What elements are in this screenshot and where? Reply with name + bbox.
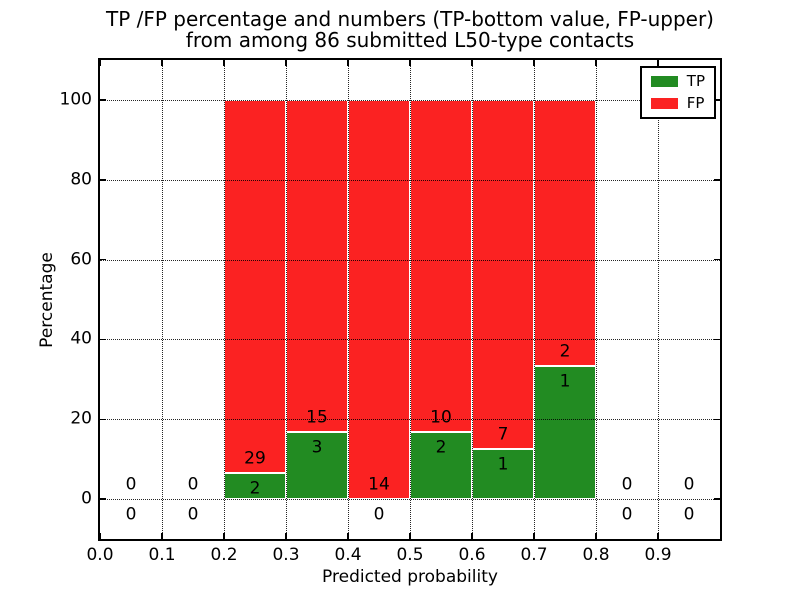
y-tick-mark-left [100, 258, 106, 261]
chart-title: TP /FP percentage and numbers (TP-bottom… [100, 9, 720, 51]
tp-count-label: 3 [311, 437, 323, 458]
fp-count-label: 15 [306, 407, 328, 428]
tp-count-label: 2 [435, 437, 447, 458]
y-tick-mark-left [100, 99, 106, 101]
x-tick-mark-top [285, 60, 287, 66]
legend-item-fp: FP [650, 94, 705, 112]
x-tick-mark-top [657, 60, 659, 66]
y-tick-label: 60 [70, 249, 92, 270]
x-tick-label: 0.1 [148, 545, 176, 565]
y-tick-label: 40 [70, 328, 92, 349]
y-tick-label: 100 [59, 89, 92, 110]
tp-count-label: 0 [621, 504, 633, 525]
y-tick-mark-right [714, 498, 720, 500]
x-tick-label: 0.0 [86, 545, 114, 565]
legend-item-tp: TP [650, 72, 705, 90]
x-tick-mark-top [347, 60, 349, 66]
x-tick-mark-top [223, 60, 225, 66]
y-tick-label: 20 [70, 408, 92, 429]
x-tick-mark-bottom [533, 533, 535, 539]
chart-title-line-1: TP /FP percentage and numbers (TP-bottom… [106, 7, 714, 31]
tp-count-label: 0 [125, 504, 137, 525]
tp-count-label: 1 [497, 454, 509, 475]
x-tick-label: 0.8 [582, 545, 610, 565]
x-tick-mark-top [471, 60, 473, 66]
tp-count-label: 1 [559, 371, 571, 392]
x-tick-mark-bottom [285, 533, 287, 539]
y-tick-mark-right [714, 338, 720, 341]
y-tick-label: 80 [70, 169, 92, 190]
fp-legend-swatch [650, 98, 678, 109]
x-axis-label: Predicted probability [322, 567, 498, 587]
tp-count-label: 0 [683, 504, 695, 525]
fp-count-label: 7 [497, 424, 509, 445]
y-tick-mark-left [100, 418, 106, 420]
tp-count-label: 2 [249, 478, 261, 499]
tp-count-label: 0 [373, 504, 385, 525]
x-tick-mark-top [409, 60, 411, 66]
x-tick-label: 0.9 [644, 545, 672, 565]
y-tick-mark-left [100, 179, 106, 181]
fp-bar-segment [534, 99, 596, 367]
x-tick-mark-bottom [223, 533, 225, 539]
x-tick-mark-bottom [161, 533, 163, 539]
y-tick-label: 0 [81, 488, 92, 509]
fp-count-label: 0 [621, 474, 633, 495]
y-tick-mark-left [100, 498, 106, 500]
fp-bar-segment [286, 99, 348, 433]
fp-count-label: 0 [187, 474, 199, 495]
legend: TP FP [639, 66, 716, 119]
fp-bar-segment [472, 99, 534, 450]
x-tick-label: 0.3 [272, 545, 300, 565]
tp-legend-label: TP [686, 72, 705, 90]
x-tick-mark-top [533, 60, 535, 66]
x-tick-mark-top [161, 60, 163, 66]
x-tick-mark-bottom [595, 533, 597, 539]
tp-count-label: 0 [187, 504, 199, 525]
fp-count-label: 0 [683, 474, 695, 495]
fp-bar-segment [348, 99, 410, 500]
plot-area: TP FP 0 0 0 0 29 2 15 3 14 0 10 2 7 1 2 1 0 0 0 0 [98, 58, 722, 541]
gridline-vertical [534, 60, 535, 539]
x-tick-mark-top [595, 60, 597, 66]
y-tick-mark-right [714, 99, 720, 101]
fp-bar-segment [410, 99, 472, 433]
tp-bar-segment [410, 432, 472, 500]
x-tick-mark-bottom [471, 533, 473, 539]
gridline-vertical [410, 60, 411, 539]
tp-bar-segment [472, 449, 534, 500]
fp-count-label: 2 [559, 341, 571, 362]
x-tick-label: 0.5 [396, 545, 424, 565]
x-tick-label: 0.4 [334, 545, 362, 565]
x-tick-mark-bottom [99, 533, 101, 539]
x-tick-label: 0.7 [520, 545, 548, 565]
fp-count-label: 10 [430, 407, 452, 428]
gridline-vertical [162, 60, 163, 539]
fp-legend-label: FP [686, 94, 705, 112]
fp-count-label: 14 [368, 474, 390, 495]
gridline-vertical [348, 60, 349, 539]
x-tick-label: 0.2 [210, 545, 238, 565]
y-tick-mark-right [714, 179, 720, 181]
y-tick-mark-left [100, 338, 106, 341]
tp-bar-segment [224, 473, 286, 500]
x-tick-mark-bottom [657, 533, 659, 539]
x-tick-mark-top [99, 60, 101, 66]
gridline-vertical [658, 60, 659, 539]
x-tick-label: 0.6 [458, 545, 486, 565]
y-tick-mark-right [714, 258, 720, 261]
gridline-vertical [286, 60, 287, 539]
fp-count-label: 29 [244, 448, 266, 469]
gridline-vertical [596, 60, 597, 539]
x-tick-mark-bottom [347, 533, 349, 539]
fp-count-label: 0 [125, 474, 137, 495]
gridline-vertical [472, 60, 473, 539]
gridline-vertical [224, 60, 225, 539]
tp-legend-swatch [650, 76, 678, 87]
x-tick-mark-bottom [409, 533, 411, 539]
y-tick-mark-right [714, 418, 720, 420]
fp-bar-segment [224, 99, 286, 474]
chart-title-line-2: from among 86 submitted L50-type contact… [185, 28, 635, 52]
